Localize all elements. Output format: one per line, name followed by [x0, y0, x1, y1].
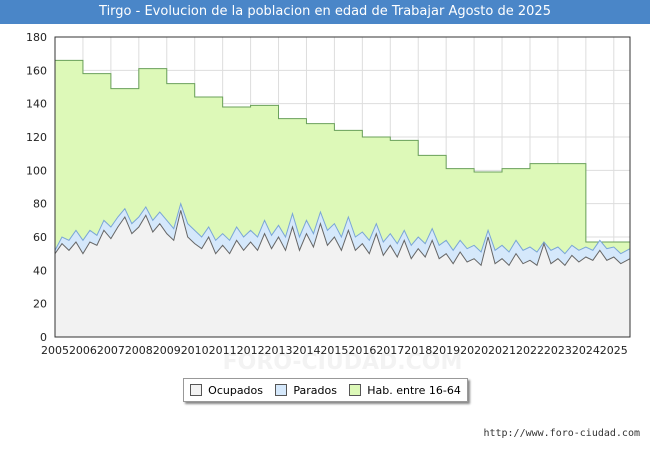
y-tick-label: 100 — [26, 164, 47, 177]
x-tick-label: 2013 — [265, 344, 293, 357]
chart-title: Tirgo - Evolucion de la poblacion en eda… — [0, 0, 650, 24]
series-area-ocupados — [55, 210, 630, 337]
x-tick-label: 2005 — [41, 344, 69, 357]
x-tick-label: 2014 — [292, 344, 320, 357]
x-tick-label: 2024 — [572, 344, 600, 357]
x-tick-label: 2020 — [460, 344, 488, 357]
series-line-ocupados — [54, 210, 631, 267]
y-tick-label: 40 — [33, 264, 47, 277]
x-tick-label: 2018 — [404, 344, 432, 357]
legend-label-parados: Parados — [293, 383, 337, 397]
x-tick-label: 2015 — [320, 344, 348, 357]
y-tick-label: 140 — [26, 98, 47, 111]
legend-item-parados: Parados — [275, 384, 337, 397]
y-tick-label: 20 — [33, 298, 47, 311]
watermark-text: FORO-CIUDAD.COM — [223, 350, 463, 375]
x-tick-label: 2008 — [125, 344, 153, 357]
x-tick-label: 2009 — [153, 344, 181, 357]
x-tick-label: 2017 — [376, 344, 404, 357]
x-tick-label: 2007 — [97, 344, 125, 357]
legend-swatch-parados — [275, 384, 288, 396]
x-tick-label: 2023 — [544, 344, 572, 357]
series-line-hab — [55, 59, 630, 243]
y-tick-label: 160 — [26, 64, 47, 77]
legend-item-hab: Hab. entre 16-64 — [349, 384, 461, 397]
chart-canvas: FORO-CIUDAD.COM 0 20 40 60 80 100 120 140 160 180 2… — [26, 31, 631, 375]
plot-border — [54, 36, 631, 338]
legend-swatch-hab — [349, 384, 362, 396]
legend-label-ocupados: Ocupados — [208, 383, 264, 397]
x-tick-label: 2025 — [600, 344, 628, 357]
x-tick-label: 2022 — [516, 344, 544, 357]
x-tick-label: 2010 — [181, 344, 209, 357]
legend-item-ocupados: Ocupados — [190, 384, 263, 397]
y-tick-label: 60 — [33, 231, 47, 244]
x-tick-label: 2019 — [432, 344, 460, 357]
source-credit[interactable]: http://www.foro-ciudad.com — [483, 428, 640, 439]
series-line-parados — [54, 201, 631, 255]
x-tick-label: 2011 — [209, 344, 237, 357]
chart-legend: Ocupados Parados Hab. entre 16-64 — [183, 378, 468, 402]
legend-label-hab: Hab. entre 16-64 — [367, 383, 461, 397]
x-tick-label: 2016 — [348, 344, 376, 357]
legend-swatch-ocupados — [190, 384, 203, 396]
x-tick-label: 2006 — [69, 344, 97, 357]
x-tick-label: 2021 — [488, 344, 516, 357]
y-tick-label: 120 — [26, 131, 47, 144]
y-tick-label: 80 — [33, 198, 47, 211]
y-tick-label: 180 — [26, 31, 47, 44]
y-tick-label: 0 — [40, 331, 47, 344]
x-tick-label: 2012 — [237, 344, 265, 357]
